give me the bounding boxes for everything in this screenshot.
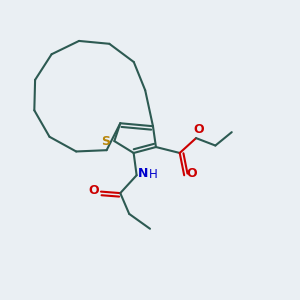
Text: O: O (194, 123, 204, 136)
Text: O: O (186, 167, 197, 180)
Text: S: S (101, 135, 110, 148)
Text: N: N (137, 167, 148, 180)
Text: H: H (148, 168, 157, 181)
Text: O: O (88, 184, 99, 197)
